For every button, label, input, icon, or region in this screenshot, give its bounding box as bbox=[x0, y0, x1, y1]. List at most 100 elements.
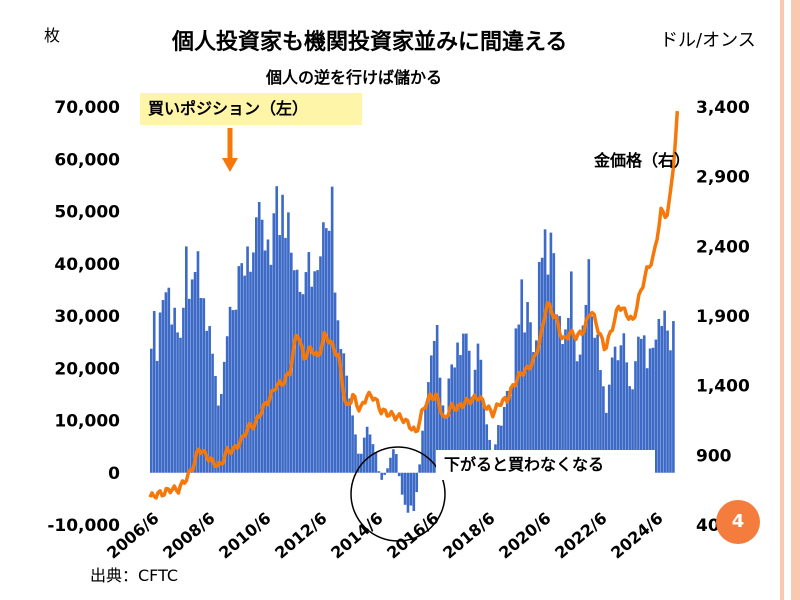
position-bar bbox=[199, 298, 203, 473]
position-bar bbox=[441, 405, 445, 473]
position-bar bbox=[225, 336, 229, 473]
slide-title: 個人投資家も機関投資家並みに間違える bbox=[172, 30, 568, 55]
position-bar bbox=[654, 339, 658, 473]
position-bar bbox=[587, 259, 591, 473]
position-bar bbox=[284, 237, 287, 473]
right-axis-tick-label: 2,400 bbox=[696, 237, 750, 257]
position-bar bbox=[421, 430, 424, 473]
position-bar bbox=[427, 382, 430, 473]
position-bar bbox=[260, 219, 264, 473]
buy-position-callout: 買いポジション（左） bbox=[140, 93, 362, 125]
position-bar bbox=[400, 472, 404, 495]
position-bar bbox=[564, 329, 567, 473]
x-axis-tick-label: 2012/6 bbox=[271, 509, 330, 563]
position-bar bbox=[214, 376, 217, 473]
position-bar bbox=[543, 229, 547, 473]
position-bar bbox=[269, 264, 273, 473]
position-bar bbox=[155, 360, 159, 473]
position-bar bbox=[549, 232, 553, 473]
position-bar bbox=[622, 333, 626, 473]
position-bar bbox=[634, 361, 637, 473]
position-bar bbox=[625, 362, 629, 473]
position-bar bbox=[596, 334, 599, 473]
page-number-badge: 4 bbox=[716, 500, 760, 544]
x-axis-tick-label: 2022/6 bbox=[551, 509, 610, 563]
position-bar bbox=[409, 472, 413, 506]
position-bar bbox=[176, 332, 179, 473]
position-bar bbox=[240, 263, 244, 473]
position-bar bbox=[657, 318, 661, 473]
position-bar bbox=[418, 464, 421, 473]
position-bar bbox=[365, 426, 369, 473]
right-axis-tick-label: 3,400 bbox=[696, 98, 750, 118]
position-bar bbox=[529, 322, 532, 473]
position-bar bbox=[182, 307, 185, 473]
position-bar bbox=[470, 396, 474, 473]
right-border-stripe-inner bbox=[780, 0, 784, 600]
position-bar bbox=[272, 213, 276, 473]
position-bar bbox=[333, 292, 337, 473]
position-bar bbox=[164, 292, 168, 473]
position-bar bbox=[301, 294, 305, 473]
position-bar bbox=[502, 406, 506, 473]
position-bar bbox=[403, 472, 407, 505]
position-bar bbox=[167, 287, 171, 473]
position-bar bbox=[231, 310, 235, 473]
position-bar bbox=[281, 194, 284, 473]
position-bar bbox=[505, 390, 509, 473]
position-bar bbox=[540, 257, 544, 473]
position-bar bbox=[310, 286, 314, 473]
position-bar bbox=[243, 275, 246, 473]
position-bar bbox=[561, 344, 564, 473]
position-bar bbox=[389, 457, 392, 473]
position-bar bbox=[532, 352, 535, 473]
right-axis-tick-label: 1,400 bbox=[696, 377, 750, 397]
position-bar bbox=[342, 353, 346, 473]
position-bar bbox=[255, 217, 258, 473]
position-bar bbox=[173, 307, 176, 473]
position-bar bbox=[546, 274, 550, 473]
position-bar bbox=[348, 398, 351, 473]
position-bar bbox=[447, 378, 451, 473]
position-bar bbox=[316, 270, 319, 473]
position-bar bbox=[386, 468, 389, 473]
position-bar bbox=[619, 345, 623, 473]
position-bar bbox=[415, 472, 419, 493]
position-bar bbox=[395, 454, 398, 473]
x-axis-tick-label: 2020/6 bbox=[495, 509, 554, 563]
right-axis-unit: ドル/オンス bbox=[660, 30, 756, 51]
left-axis-tick-label: 30,000 bbox=[54, 307, 120, 327]
position-bar bbox=[613, 346, 617, 473]
position-bar bbox=[313, 271, 316, 473]
left-axis-tick-label: 0 bbox=[108, 464, 120, 484]
position-bar bbox=[205, 330, 209, 473]
right-axis-tick-label: 1,900 bbox=[696, 307, 750, 327]
position-bar bbox=[150, 348, 153, 473]
position-bar bbox=[278, 235, 281, 473]
position-bar bbox=[374, 452, 378, 473]
position-bar bbox=[575, 361, 579, 473]
source-note: 出典：CFTC bbox=[90, 566, 179, 585]
position-bar bbox=[552, 253, 556, 473]
position-bar bbox=[295, 269, 299, 473]
left-axis-tick-label: 70,000 bbox=[54, 98, 120, 118]
left-axis-tick-label: 40,000 bbox=[54, 255, 120, 275]
position-bar bbox=[412, 472, 416, 512]
position-bar bbox=[371, 444, 375, 473]
x-axis-tick-label: 2008/6 bbox=[159, 509, 218, 563]
left-axis-tick-label: 60,000 bbox=[54, 150, 120, 170]
position-bar bbox=[424, 405, 427, 473]
right-axis-tick-label: 2,900 bbox=[696, 168, 750, 188]
position-bar bbox=[508, 395, 512, 473]
position-bar bbox=[637, 336, 640, 473]
position-bar bbox=[380, 472, 384, 480]
position-bar bbox=[453, 367, 456, 473]
position-bar bbox=[593, 337, 596, 473]
right-axis-tick-label: 900 bbox=[696, 446, 732, 466]
position-bar bbox=[354, 434, 357, 473]
position-bar bbox=[228, 306, 232, 473]
slide-subtitle: 個人の逆を行けば儲かる bbox=[266, 68, 443, 87]
position-bar bbox=[397, 472, 401, 477]
position-bar bbox=[193, 271, 197, 473]
